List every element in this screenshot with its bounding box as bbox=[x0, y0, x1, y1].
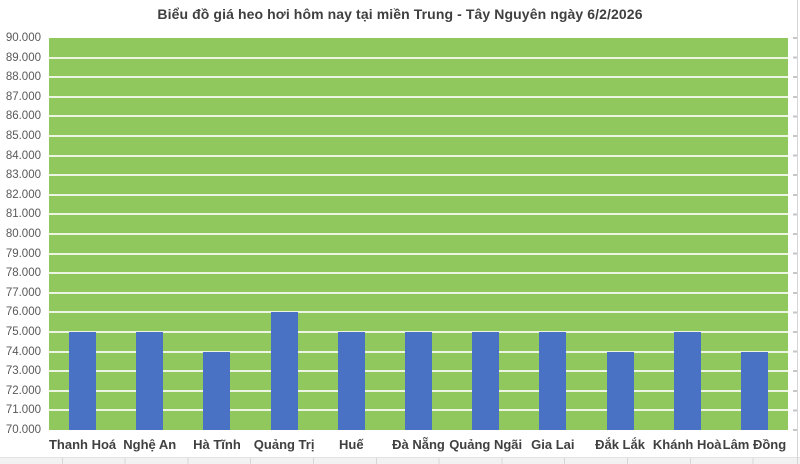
chart-bar bbox=[270, 312, 298, 430]
x-tick-label: Khánh Hoà bbox=[652, 437, 722, 452]
chart-bar bbox=[69, 332, 97, 430]
y-tick-label: 82.000 bbox=[5, 188, 41, 201]
y-tick-label: 76.000 bbox=[5, 306, 41, 319]
y-tick-label: 89.000 bbox=[5, 51, 41, 64]
y-tick-label: 70.000 bbox=[5, 424, 41, 436]
gridline bbox=[49, 115, 788, 118]
y-tick-label: 79.000 bbox=[5, 247, 41, 260]
gridline bbox=[49, 56, 788, 59]
gridline bbox=[49, 95, 788, 98]
y-tick-label: 71.000 bbox=[5, 404, 41, 417]
y-tick-label: 77.000 bbox=[5, 286, 41, 299]
gridline bbox=[49, 291, 788, 294]
y-tick-label: 87.000 bbox=[5, 90, 41, 103]
plot-area bbox=[49, 38, 788, 430]
chart-bar bbox=[673, 332, 701, 430]
x-tick-label: Đắk Lắk bbox=[595, 437, 645, 452]
x-tick-label: Nghệ An bbox=[123, 437, 177, 452]
chart-bar bbox=[136, 332, 164, 430]
gridline bbox=[49, 311, 788, 314]
x-tick-label: Quảng Trị bbox=[253, 437, 315, 452]
right-edge-ticks bbox=[793, 37, 797, 431]
x-tick-label: Quảng Ngãi bbox=[449, 437, 523, 452]
chart-bar bbox=[740, 351, 768, 430]
y-tick-label: 80.000 bbox=[5, 228, 41, 240]
gridline bbox=[49, 272, 788, 275]
chart-bar bbox=[472, 332, 500, 430]
chart-bar bbox=[203, 351, 231, 430]
gridline bbox=[49, 174, 788, 177]
chart-bar bbox=[405, 332, 432, 430]
y-axis: 90.000 89.000 88.000 87.000 86.000 85.000 84.0… bbox=[0, 0, 41, 464]
table-top-strip bbox=[0, 457, 800, 464]
chart-title: Biểu đồ giá heo hơi hôm nay tại miền Tru… bbox=[157, 6, 643, 22]
y-tick-label: 88.000 bbox=[5, 71, 41, 84]
gridline bbox=[49, 213, 788, 216]
y-tick-label: 81.000 bbox=[5, 208, 41, 221]
x-tick-label: Gia Lai bbox=[531, 437, 575, 452]
y-tick-label: 72.000 bbox=[5, 384, 41, 397]
y-tick-label: 86.000 bbox=[5, 110, 41, 123]
x-tick-label: Hà Tĩnh bbox=[193, 437, 241, 452]
y-tick-label: 90.000 bbox=[5, 32, 41, 44]
y-tick-label: 83.000 bbox=[5, 169, 41, 182]
gridline bbox=[49, 193, 788, 196]
x-tick-label: Đà Nẵng bbox=[392, 437, 445, 452]
y-tick-label: 78.000 bbox=[5, 267, 41, 280]
chart-bar bbox=[539, 332, 567, 430]
chart-bar bbox=[606, 351, 634, 430]
y-tick-label: 85.000 bbox=[5, 130, 41, 142]
gridline bbox=[49, 233, 788, 235]
y-tick-label: 75.000 bbox=[5, 326, 41, 338]
x-tick-label: Thanh Hoá bbox=[48, 437, 117, 452]
gridline bbox=[49, 135, 788, 137]
chart-bar bbox=[337, 332, 365, 430]
x-tick-label: Huế bbox=[339, 437, 364, 452]
y-tick-label: 84.000 bbox=[5, 149, 41, 162]
gridline bbox=[49, 76, 788, 79]
gridline bbox=[49, 252, 788, 255]
gridline bbox=[49, 154, 788, 157]
x-tick-label: Lâm Đồng bbox=[722, 437, 787, 452]
y-tick-label: 73.000 bbox=[5, 365, 41, 378]
y-tick-label: 74.000 bbox=[5, 345, 41, 358]
right-edge-divider bbox=[797, 0, 798, 464]
